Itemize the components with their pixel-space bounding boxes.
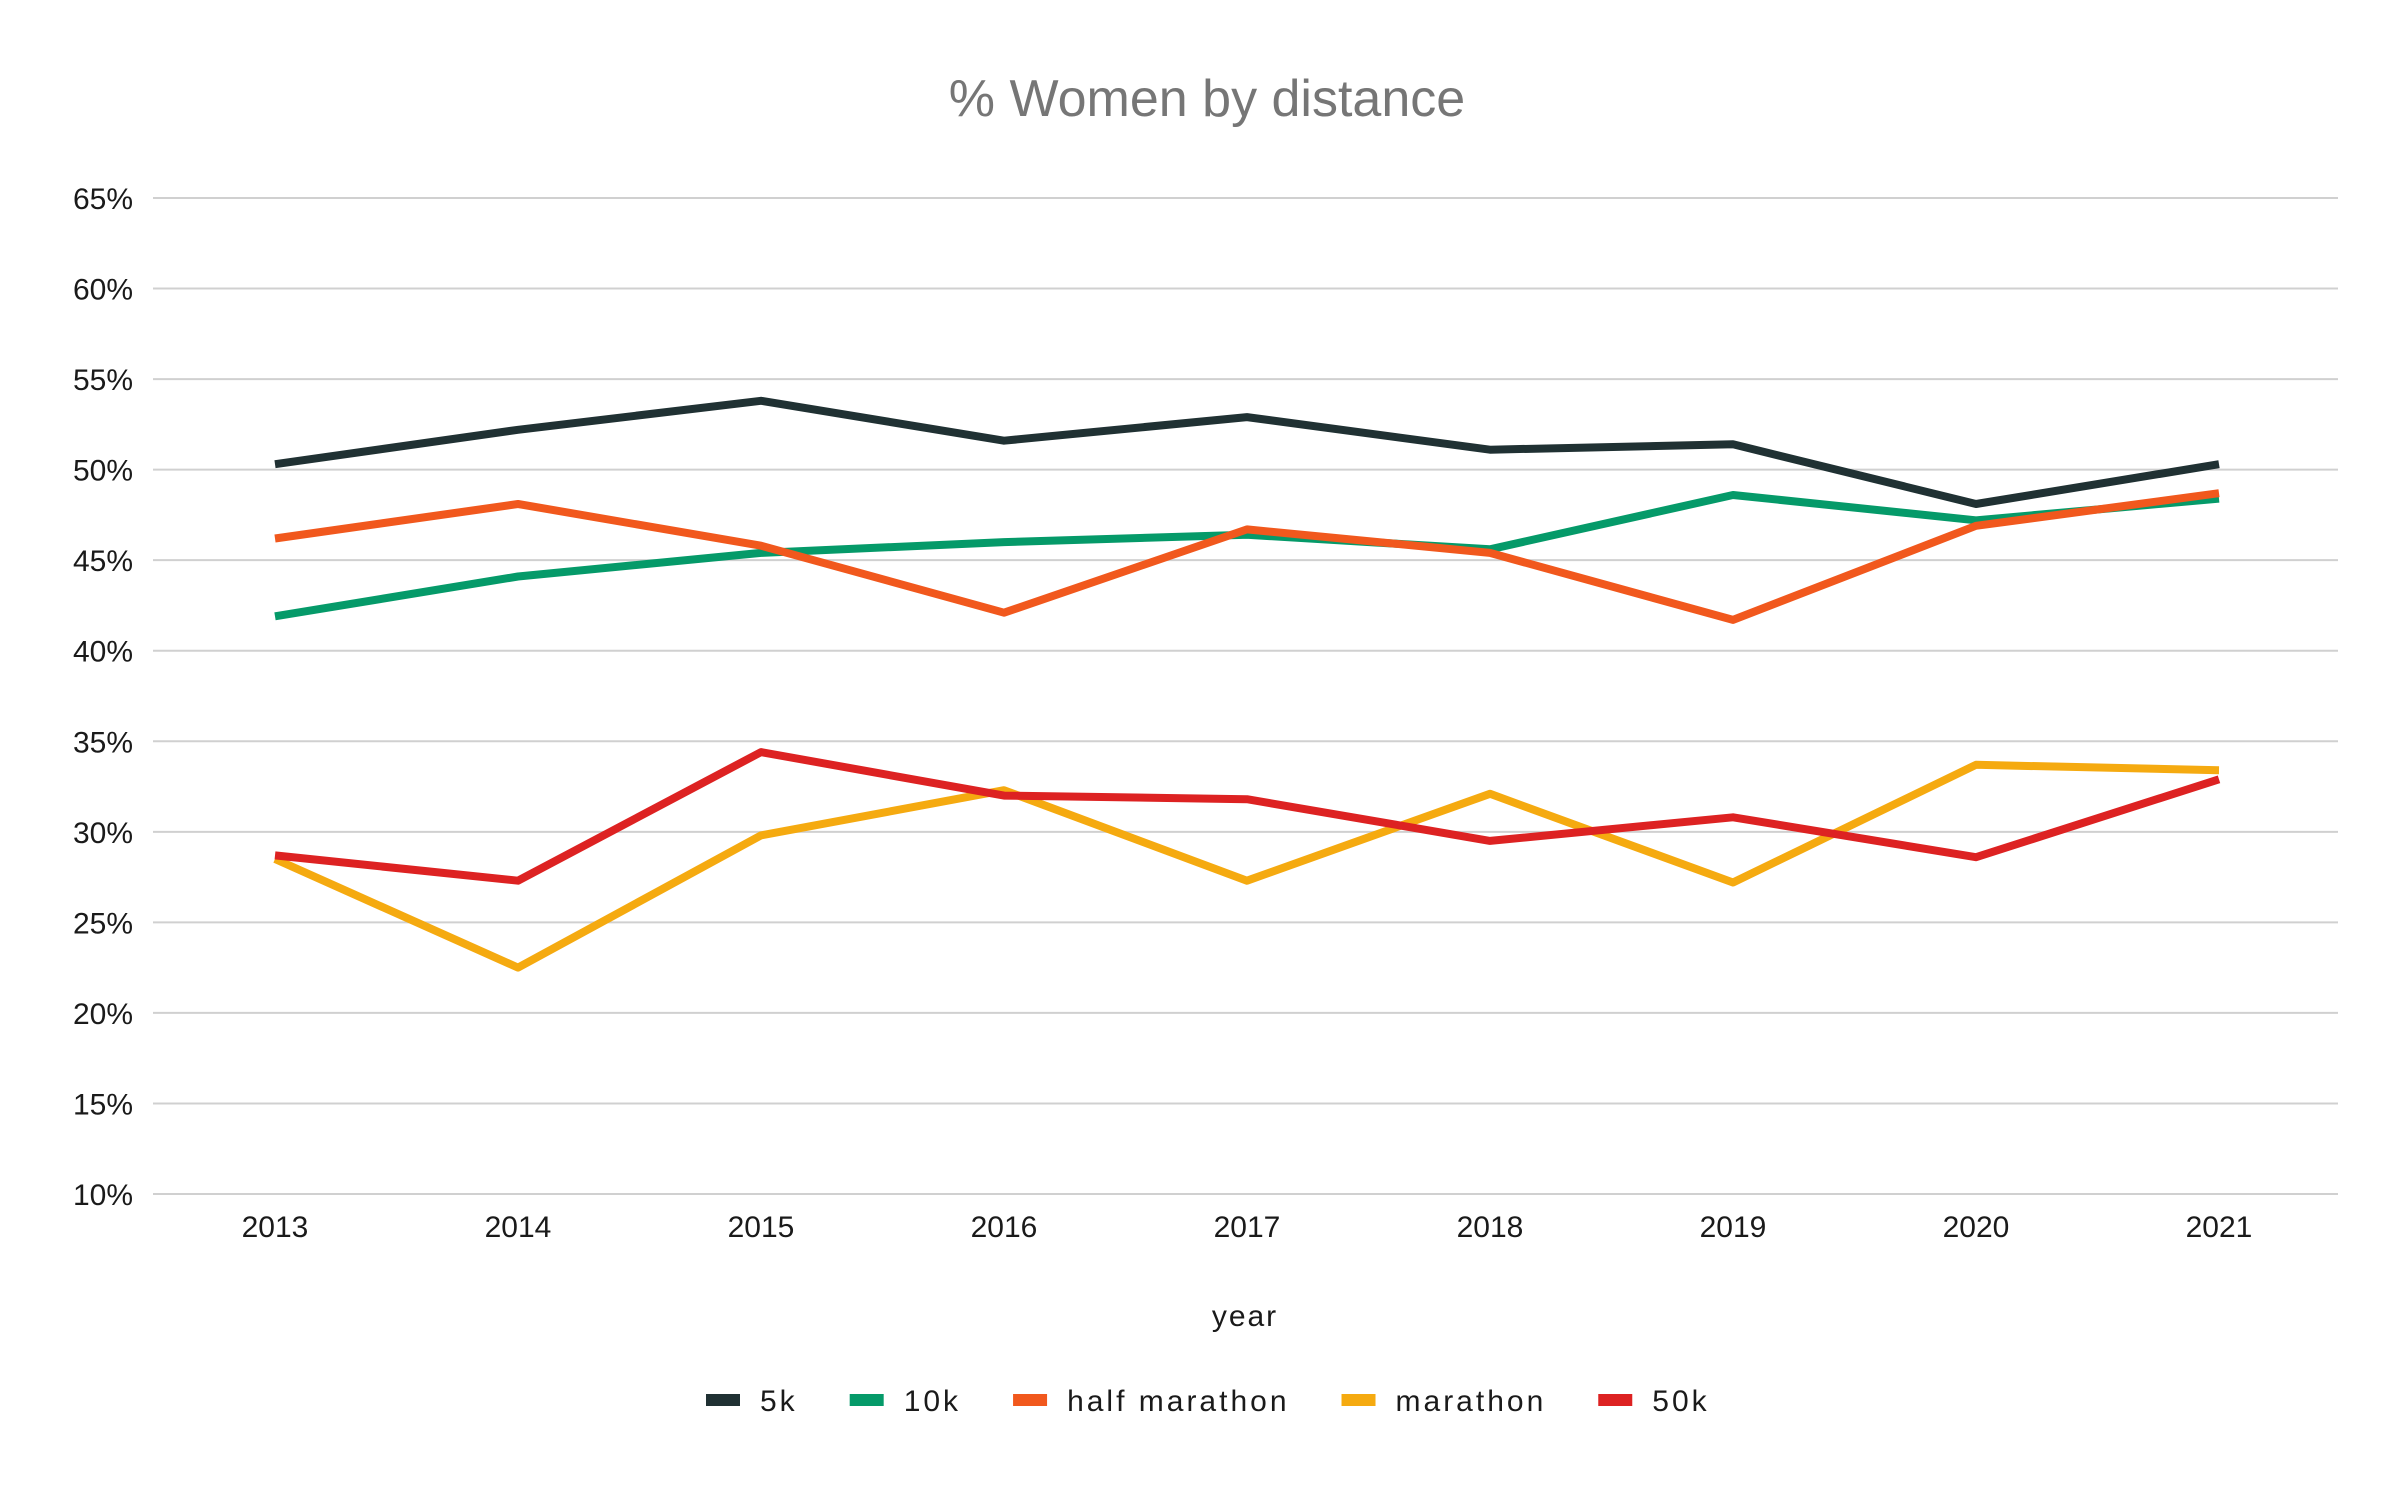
y-tick-label: 65% — [73, 183, 133, 216]
legend-label: half marathon — [1067, 1385, 1289, 1418]
legend-swatch — [1013, 1394, 1048, 1406]
series-line-50k — [274, 748, 2221, 885]
x-tick-label: 2013 — [242, 1211, 309, 1244]
x-tick-label: 2017 — [1214, 1211, 1281, 1244]
y-tick-label: 55% — [73, 364, 133, 397]
y-tick-label: 40% — [73, 636, 133, 669]
x-tick-label: 2015 — [728, 1211, 795, 1244]
legend-swatch — [1598, 1394, 1633, 1406]
x-tick-label: 2021 — [2186, 1211, 2253, 1244]
x-tick-label: 2019 — [1700, 1211, 1767, 1244]
x-tick-label: 2018 — [1457, 1211, 1524, 1244]
y-tick-label: 45% — [73, 545, 133, 578]
gridlines — [153, 197, 2338, 1195]
series-line-5k — [274, 396, 2220, 508]
legend-item-half-marathon: half marathon — [1013, 1385, 1289, 1418]
x-tick-label: 2020 — [1943, 1211, 2010, 1244]
y-tick-label: 20% — [73, 998, 133, 1031]
y-tick-label: 35% — [73, 726, 133, 759]
legend-item-5k: 5k — [706, 1385, 798, 1418]
chart-title: % Women by distance — [949, 70, 1465, 128]
y-tick-label: 60% — [73, 274, 133, 307]
y-axis-ticks: 10% 15% 20% 25% 30% 35% 40% 45% 50% 55% 60% 65% — [73, 183, 133, 1212]
legend-swatch — [849, 1394, 884, 1406]
series-line-marathon — [273, 760, 2220, 972]
y-tick-label: 30% — [73, 817, 133, 850]
y-tick-label: 25% — [73, 907, 133, 940]
series-line-10k — [274, 491, 2220, 621]
y-tick-label: 50% — [73, 455, 133, 488]
x-tick-label: 2014 — [485, 1211, 552, 1244]
legend-label: 50k — [1652, 1385, 1709, 1418]
legend: 5k 10k half marathon marathon 50k — [706, 1385, 1709, 1418]
y-tick-label: 15% — [73, 1088, 133, 1121]
x-tick-label: 2016 — [971, 1211, 1038, 1244]
series-line-half-marathon — [274, 489, 2220, 624]
legend-item-50k: 50k — [1598, 1385, 1709, 1418]
legend-label: marathon — [1396, 1385, 1547, 1418]
legend-item-marathon: marathon — [1341, 1385, 1547, 1418]
series-lines — [273, 396, 2221, 972]
legend-item-10k: 10k — [849, 1385, 961, 1418]
legend-swatch — [1341, 1394, 1376, 1406]
x-axis-ticks: 2013 2014 2015 2016 2017 2018 2019 2020 2021 — [242, 1211, 2253, 1244]
legend-swatch — [706, 1394, 740, 1406]
y-tick-label: 10% — [73, 1179, 133, 1212]
legend-label: 5k — [760, 1385, 798, 1418]
legend-label: 10k — [904, 1385, 961, 1418]
x-axis-label: year — [1212, 1300, 1278, 1333]
